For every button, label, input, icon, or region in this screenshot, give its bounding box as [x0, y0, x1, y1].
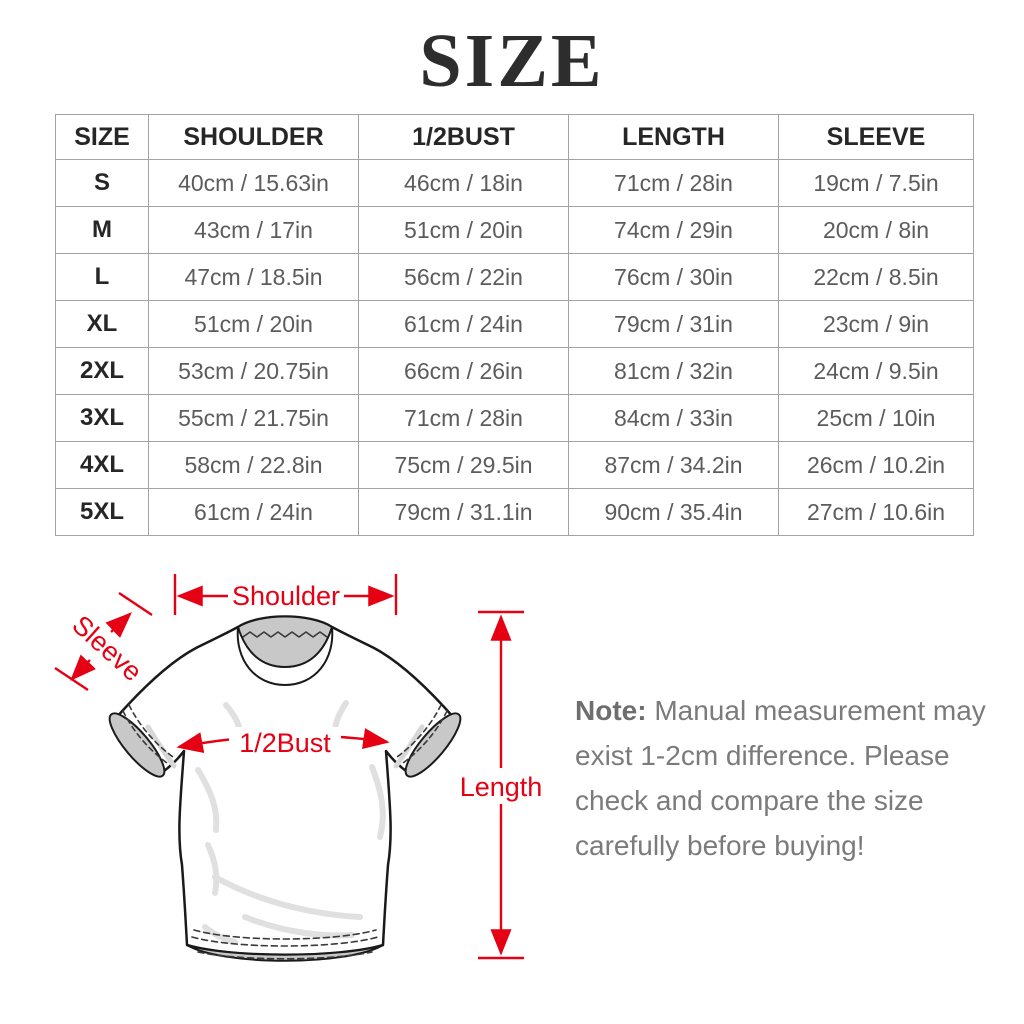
- sleeve-value: 23cm / 9in: [778, 300, 974, 348]
- sleeve-label: Sleeve: [66, 610, 147, 688]
- bust-label: 1/2Bust: [239, 728, 331, 758]
- length-value: 79cm / 31in: [568, 300, 779, 348]
- shoulder-value: 58cm / 22.8in: [148, 441, 359, 489]
- table-row: XL 51cm / 20in 61cm / 24in 79cm / 31in 2…: [55, 300, 974, 348]
- bust-value: 71cm / 28in: [358, 394, 569, 442]
- table-row: 5XL 61cm / 24in 79cm / 31.1in 90cm / 35.…: [55, 488, 974, 536]
- bust-value: 46cm / 18in: [358, 159, 569, 207]
- size-label: XL: [55, 300, 149, 348]
- tshirt-measurement-diagram: Shoulder Sleeve 1/2Bust Length: [54, 574, 543, 962]
- shoulder-value: 40cm / 15.63in: [148, 159, 359, 207]
- bust-value: 56cm / 22in: [358, 253, 569, 301]
- sleeve-value: 26cm / 10.2in: [778, 441, 974, 489]
- table-header-row: SIZE SHOULDER 1/2BUST LENGTH SLEEVE: [55, 114, 974, 160]
- note-line-1: Manual measurement may: [654, 695, 986, 726]
- table-row: M 43cm / 17in 51cm / 20in 74cm / 29in 20…: [55, 206, 974, 254]
- note-label: Note:: [575, 695, 647, 726]
- size-label: M: [55, 206, 149, 254]
- size-label: 3XL: [55, 394, 149, 442]
- col-header-size: SIZE: [55, 114, 149, 160]
- measurement-annotations: [54, 574, 536, 960]
- col-header-length: LENGTH: [568, 114, 779, 160]
- size-chart-table: SIZE SHOULDER 1/2BUST LENGTH SLEEVE S 40…: [55, 114, 974, 536]
- size-label: 4XL: [55, 441, 149, 489]
- table-row: 2XL 53cm / 20.75in 66cm / 26in 81cm / 32…: [55, 347, 974, 395]
- length-value: 84cm / 33in: [568, 394, 779, 442]
- length-value: 76cm / 30in: [568, 253, 779, 301]
- note-line-3: check and compare the size: [575, 785, 924, 816]
- shoulder-label: Shoulder: [232, 581, 340, 611]
- shoulder-value: 47cm / 18.5in: [148, 253, 359, 301]
- table-row: L 47cm / 18.5in 56cm / 22in 76cm / 30in …: [55, 253, 974, 301]
- sleeve-annotation: [54, 592, 153, 691]
- note-block: Note: Manual measurement may exist 1-2cm…: [575, 688, 995, 868]
- bust-annotation: [176, 727, 390, 758]
- table-row: 3XL 55cm / 21.75in 71cm / 28in 84cm / 33…: [55, 394, 974, 442]
- tshirt-outline: [108, 615, 462, 962]
- size-label: 2XL: [55, 347, 149, 395]
- length-value: 81cm / 32in: [568, 347, 779, 395]
- col-header-shoulder: SHOULDER: [148, 114, 359, 160]
- shoulder-annotation: [173, 574, 398, 615]
- table-row: 4XL 58cm / 22.8in 75cm / 29.5in 87cm / 3…: [55, 441, 974, 489]
- size-label: S: [55, 159, 149, 207]
- page-title: SIZE: [419, 19, 605, 103]
- note-line-2: exist 1-2cm difference. Please: [575, 740, 950, 771]
- bust-value: 61cm / 24in: [358, 300, 569, 348]
- bust-value: 79cm / 31.1in: [358, 488, 569, 536]
- sleeve-value: 25cm / 10in: [778, 394, 974, 442]
- length-annotation: [466, 610, 536, 960]
- col-header-sleeve: SLEEVE: [778, 114, 974, 160]
- length-value: 87cm / 34.2in: [568, 441, 779, 489]
- sleeve-value: 22cm / 8.5in: [778, 253, 974, 301]
- size-label: L: [55, 253, 149, 301]
- table-row: S 40cm / 15.63in 46cm / 18in 71cm / 28in…: [55, 159, 974, 207]
- note-line-4: carefully before buying!: [575, 830, 865, 861]
- shoulder-value: 55cm / 21.75in: [148, 394, 359, 442]
- sleeve-value: 19cm / 7.5in: [778, 159, 974, 207]
- shoulder-value: 43cm / 17in: [148, 206, 359, 254]
- bust-value: 75cm / 29.5in: [358, 441, 569, 489]
- shoulder-value: 61cm / 24in: [148, 488, 359, 536]
- sleeve-value: 20cm / 8in: [778, 206, 974, 254]
- length-value: 71cm / 28in: [568, 159, 779, 207]
- bust-value: 66cm / 26in: [358, 347, 569, 395]
- length-label: Length: [460, 772, 543, 802]
- sleeve-value: 24cm / 9.5in: [778, 347, 974, 395]
- col-header-bust: 1/2BUST: [358, 114, 569, 160]
- sleeve-value: 27cm / 10.6in: [778, 488, 974, 536]
- shoulder-value: 53cm / 20.75in: [148, 347, 359, 395]
- length-value: 74cm / 29in: [568, 206, 779, 254]
- length-value: 90cm / 35.4in: [568, 488, 779, 536]
- shoulder-value: 51cm / 20in: [148, 300, 359, 348]
- bust-value: 51cm / 20in: [358, 206, 569, 254]
- size-label: 5XL: [55, 488, 149, 536]
